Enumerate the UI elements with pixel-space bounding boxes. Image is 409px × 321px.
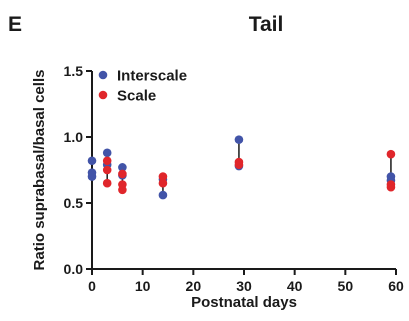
x-tick-label: 20 [186, 278, 202, 294]
legend-marker-interscale [98, 70, 108, 80]
x-ticks: 0 10 20 30 40 50 60 [88, 269, 404, 294]
data-point-scale [158, 178, 168, 188]
data-point-interscale [87, 156, 97, 166]
data-point-scale [386, 149, 396, 159]
y-tick-label: 0.0 [64, 261, 84, 277]
data-point-interscale [102, 148, 112, 158]
data-point-scale [102, 178, 112, 188]
x-tick-label: 0 [88, 278, 96, 294]
chart-title: Tail [249, 13, 284, 36]
data-points [87, 135, 396, 200]
x-tick-label: 60 [388, 278, 404, 294]
data-point-scale [118, 185, 127, 195]
x-tick-label: 30 [236, 278, 252, 294]
y-axis: 0.0 0.5 1.0 1.5 [64, 63, 93, 277]
data-point-interscale [118, 163, 127, 172]
data-point-interscale [234, 135, 244, 144]
panel-label: E [8, 13, 22, 36]
data-point-scale [158, 172, 168, 181]
data-point-scale [386, 182, 396, 192]
data-point-scale [118, 169, 127, 179]
data-point-interscale [158, 190, 168, 200]
legend-label-scale: Scale [117, 88, 156, 105]
x-tick-label: 50 [338, 278, 354, 294]
y-tick-label: 1.0 [64, 129, 84, 145]
legend: Interscale Scale [98, 68, 187, 105]
data-point-scale [102, 156, 112, 166]
legend-marker-scale [98, 90, 108, 100]
x-axis-label: Postnatal days [191, 294, 297, 311]
x-tick-label: 10 [135, 278, 151, 294]
y-axis-label: Ratio suprabasal/basal cells [31, 70, 48, 271]
y-ticks: 0.0 0.5 1.0 1.5 [64, 63, 92, 277]
x-axis: 0 10 20 30 40 50 60 [88, 268, 404, 294]
data-point-scale [234, 160, 244, 170]
y-tick-label: 0.5 [64, 195, 84, 211]
data-point-scale [102, 165, 112, 175]
legend-label-interscale: Interscale [117, 68, 187, 85]
x-tick-label: 40 [287, 278, 303, 294]
y-tick-label: 1.5 [64, 63, 84, 79]
data-point-interscale [87, 172, 97, 181]
